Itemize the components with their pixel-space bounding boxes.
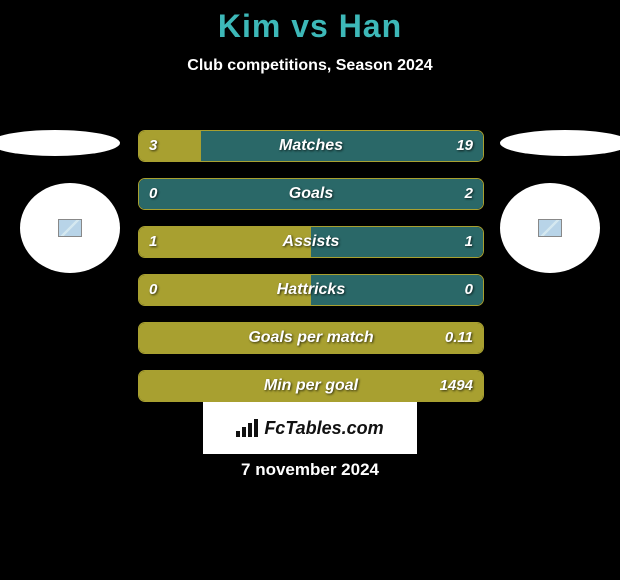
branding-text: FcTables.com <box>264 418 383 439</box>
stat-row-matches: 3 Matches 19 <box>138 130 484 162</box>
stat-value-left: 1 <box>149 227 157 257</box>
page-title: Kim vs Han <box>0 8 620 45</box>
image-placeholder-icon <box>58 219 82 237</box>
image-placeholder-icon <box>538 219 562 237</box>
subtitle: Club competitions, Season 2024 <box>0 57 620 75</box>
stat-row-goals: 0 Goals 2 <box>138 178 484 210</box>
stat-value-right: 19 <box>456 131 473 161</box>
stats-bars: 3 Matches 19 0 Goals 2 1 Assists 1 0 Hat… <box>138 130 482 418</box>
stat-value-right: 0.11 <box>445 323 473 353</box>
stat-label: Goals per match <box>139 323 483 353</box>
stat-value-right: 2 <box>465 179 473 209</box>
stat-label: Goals <box>139 179 483 209</box>
left-player-avatar <box>20 183 120 273</box>
stat-value-left: 3 <box>149 131 157 161</box>
comparison-card: Kim vs Han Club competitions, Season 202… <box>0 8 620 580</box>
stat-row-goals-per-match: Goals per match 0.11 <box>138 322 484 354</box>
stat-row-min-per-goal: Min per goal 1494 <box>138 370 484 402</box>
stat-row-hattricks: 0 Hattricks 0 <box>138 274 484 306</box>
stat-value-right: 1 <box>465 227 473 257</box>
left-shadow-ellipse <box>0 130 120 156</box>
right-player-avatar <box>500 183 600 273</box>
bars-icon <box>236 419 258 437</box>
stat-label: Hattricks <box>139 275 483 305</box>
right-shadow-ellipse <box>500 130 620 156</box>
stat-label: Min per goal <box>139 371 483 401</box>
stat-value-left: 0 <box>149 179 157 209</box>
stat-row-assists: 1 Assists 1 <box>138 226 484 258</box>
stat-value-right: 1494 <box>440 371 473 401</box>
stat-label: Matches <box>139 131 483 161</box>
stat-value-left: 0 <box>149 275 157 305</box>
date-text: 7 november 2024 <box>0 460 620 480</box>
branding-box[interactable]: FcTables.com <box>203 402 417 454</box>
stat-value-right: 0 <box>465 275 473 305</box>
stat-label: Assists <box>139 227 483 257</box>
